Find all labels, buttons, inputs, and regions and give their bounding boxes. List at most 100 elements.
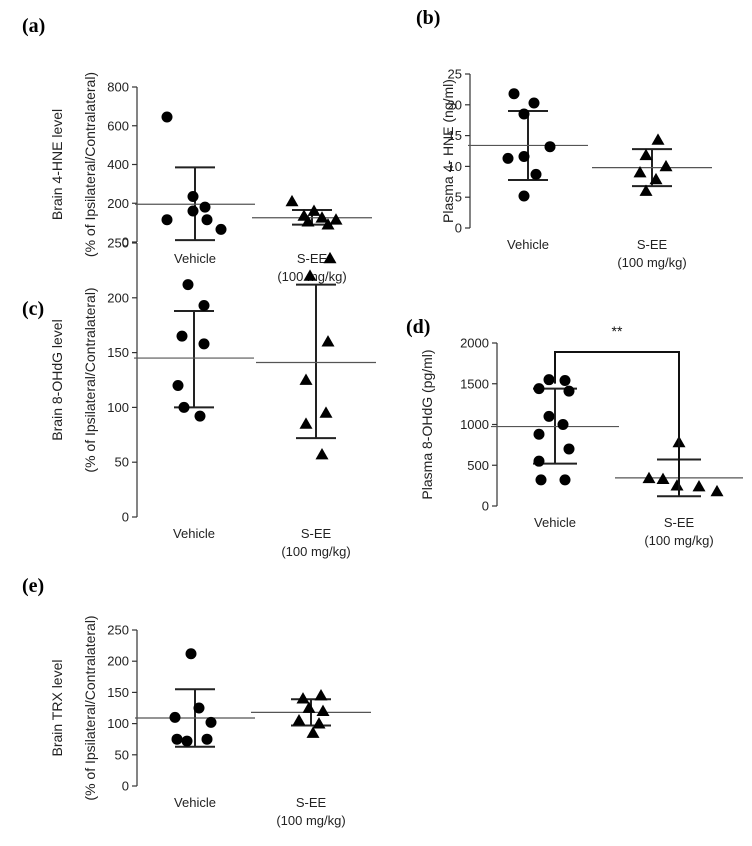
y-tick-label: 500	[467, 458, 489, 473]
data-point	[198, 299, 210, 311]
data-point	[533, 428, 545, 440]
data-point	[633, 166, 647, 178]
data-point	[642, 471, 656, 484]
data-point	[323, 251, 337, 264]
data-point	[543, 410, 555, 422]
y-tick-label: 50	[115, 455, 129, 470]
y-tick-label: 200	[107, 290, 129, 305]
data-point	[182, 279, 194, 291]
y-axis-label: Brain TRX level	[49, 659, 65, 756]
data-point	[201, 214, 213, 226]
data-point	[296, 692, 310, 704]
series-vehicle	[468, 88, 588, 202]
data-point	[194, 410, 206, 422]
series-s-ee	[251, 689, 371, 738]
y-tick-label: 1000	[460, 417, 489, 432]
data-point	[518, 190, 530, 202]
y-tick-label: 0	[482, 499, 489, 514]
panel-letter: (a)	[22, 15, 45, 37]
series-s-ee	[252, 194, 372, 230]
x-category-label: S-EE	[297, 251, 328, 266]
x-category-label: S-EE	[301, 526, 332, 541]
data-point	[315, 211, 329, 223]
data-point	[169, 711, 181, 723]
data-point	[307, 204, 321, 216]
series-s-ee	[592, 133, 712, 196]
data-point	[315, 448, 329, 460]
data-point	[161, 214, 173, 226]
data-point	[670, 479, 684, 491]
x-category-label: (100 mg/kg)	[276, 813, 345, 828]
y-tick-label: 0	[122, 779, 129, 794]
data-point	[299, 417, 313, 429]
y-axis-label: (% of Ipsilateral/Contralateral)	[82, 287, 98, 472]
data-point	[535, 474, 547, 486]
x-category-label: (100 mg/kg)	[617, 255, 686, 270]
series-vehicle	[134, 279, 254, 422]
data-point	[656, 472, 670, 484]
data-point	[176, 330, 188, 342]
y-tick-label: 0	[455, 221, 462, 236]
y-tick-label: 10	[448, 159, 462, 174]
data-point	[312, 717, 326, 729]
x-category-label: Vehicle	[173, 526, 215, 541]
data-point	[316, 704, 330, 716]
y-axis-label: (% of Ipsilateral/Contralateral)	[82, 615, 98, 800]
data-point	[563, 385, 575, 397]
data-point	[563, 443, 575, 455]
data-point	[533, 455, 545, 467]
y-tick-label: 20	[448, 97, 462, 112]
data-point	[292, 713, 306, 726]
series-s-ee	[256, 251, 376, 460]
data-point	[314, 689, 328, 701]
y-tick-label: 100	[107, 716, 129, 731]
y-tick-label: 250	[107, 236, 129, 251]
data-point	[639, 184, 653, 196]
panel-e: (e) 0 50 100 150 200 250 Brain TRX level (% of I…	[22, 575, 371, 828]
x-category-label: Vehicle	[507, 237, 549, 252]
y-tick-label: 150	[107, 345, 129, 360]
data-point	[302, 701, 316, 713]
panel-d: (d) 0 500 1000 1500 2000 Plasma 8-OHdG (pg/ml)…	[406, 316, 743, 548]
y-tick-label: 15	[448, 128, 462, 143]
data-point	[321, 335, 335, 347]
data-point	[205, 716, 217, 728]
y-tick-label: 250	[107, 623, 129, 638]
data-point	[528, 97, 540, 109]
data-point	[543, 374, 555, 386]
data-point	[193, 702, 205, 714]
panel-letter: (b)	[416, 7, 440, 29]
data-point	[321, 218, 335, 230]
data-point	[161, 111, 173, 123]
data-point	[301, 215, 315, 227]
data-point	[303, 269, 317, 281]
data-point	[544, 141, 556, 153]
y-tick-label: 400	[107, 157, 129, 172]
y-axis-label: (% of Ipsilateral/Contralateral)	[82, 72, 98, 257]
data-point	[502, 152, 514, 164]
y-tick-label: 1500	[460, 376, 489, 391]
data-point	[533, 383, 545, 395]
data-point	[187, 205, 199, 217]
y-axis-label: Brain 8-OHdG level	[49, 319, 65, 440]
data-point	[508, 88, 520, 100]
y-axis-label: Plasma 4- HNE (ng/ml)	[440, 79, 456, 223]
data-point	[181, 735, 193, 747]
panel-letter: (c)	[22, 298, 44, 320]
data-point	[329, 213, 343, 225]
y-tick-label: 150	[107, 685, 129, 700]
data-point	[171, 733, 183, 745]
panel-a: (a) 0 200 400 600 800 Brain 4-HNE level (% of I…	[22, 15, 372, 284]
data-point	[185, 648, 197, 660]
y-tick-label: 0	[122, 510, 129, 525]
series-vehicle	[135, 648, 255, 748]
significance-label: **	[612, 323, 623, 339]
y-tick-label: 200	[107, 654, 129, 669]
y-tick-label: 200	[107, 196, 129, 211]
data-point	[285, 194, 299, 207]
y-tick-label: 5	[455, 190, 462, 205]
data-point	[306, 726, 320, 738]
panel-letter: (e)	[22, 575, 44, 597]
